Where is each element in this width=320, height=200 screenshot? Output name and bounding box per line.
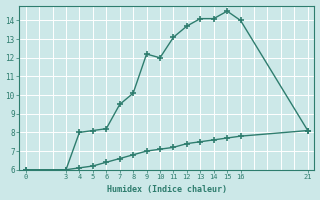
X-axis label: Humidex (Indice chaleur): Humidex (Indice chaleur) xyxy=(107,185,227,194)
